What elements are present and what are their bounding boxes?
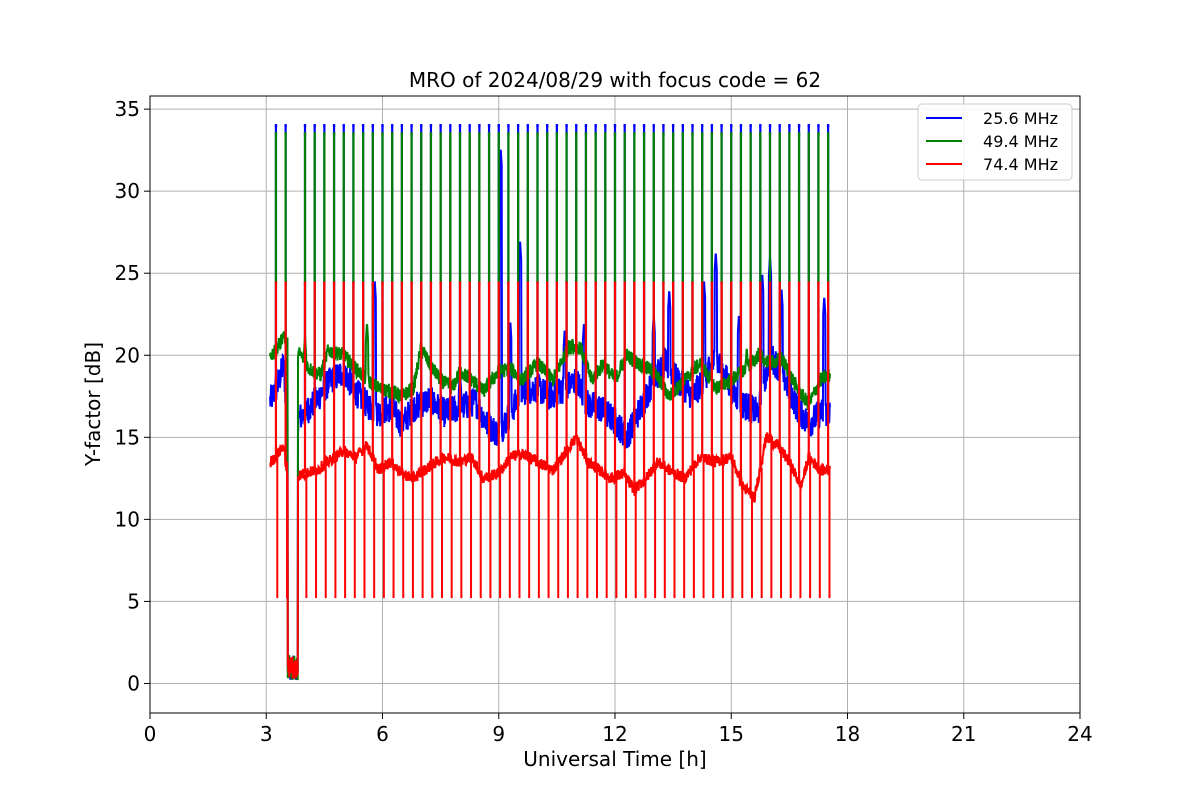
series-layer bbox=[269, 124, 831, 681]
x-tick-label: 24 bbox=[1067, 722, 1092, 746]
y-tick-label: 35 bbox=[115, 97, 140, 121]
legend-label: 49.4 MHz bbox=[983, 132, 1058, 151]
y-tick-label: 5 bbox=[127, 589, 140, 613]
y-tick-label: 10 bbox=[115, 507, 140, 531]
legend: 25.6 MHz 49.4 MHz 74.4 MHz bbox=[917, 103, 1073, 181]
x-tick-label: 18 bbox=[835, 722, 860, 746]
y-axis-label: Y-factor [dB] bbox=[81, 342, 105, 467]
x-tick-label: 0 bbox=[144, 722, 157, 746]
chart-title: MRO of 2024/08/29 with focus code = 62 bbox=[409, 68, 821, 92]
x-tick-label: 21 bbox=[951, 722, 976, 746]
axis-ticks: 0 3 6 9 12 15 18 21 24 0 5 10 15 20 25 30 35 bbox=[115, 97, 1093, 746]
y-tick-label: 0 bbox=[127, 671, 140, 695]
series-74-4-mhz bbox=[269, 281, 831, 679]
y-tick-label: 30 bbox=[115, 179, 140, 203]
x-tick-label: 12 bbox=[602, 722, 627, 746]
y-tick-label: 25 bbox=[115, 261, 140, 285]
x-axis-label: Universal Time [h] bbox=[523, 747, 706, 771]
x-tick-label: 9 bbox=[492, 722, 505, 746]
y-tick-label: 20 bbox=[115, 343, 140, 367]
x-tick-label: 15 bbox=[719, 722, 744, 746]
y-tick-label: 15 bbox=[115, 425, 140, 449]
legend-label: 25.6 MHz bbox=[983, 109, 1058, 128]
series-line bbox=[269, 432, 831, 679]
x-tick-label: 3 bbox=[260, 722, 273, 746]
legend-label: 74.4 MHz bbox=[983, 155, 1058, 174]
legend-box bbox=[917, 103, 1073, 181]
x-tick-label: 6 bbox=[376, 722, 389, 746]
